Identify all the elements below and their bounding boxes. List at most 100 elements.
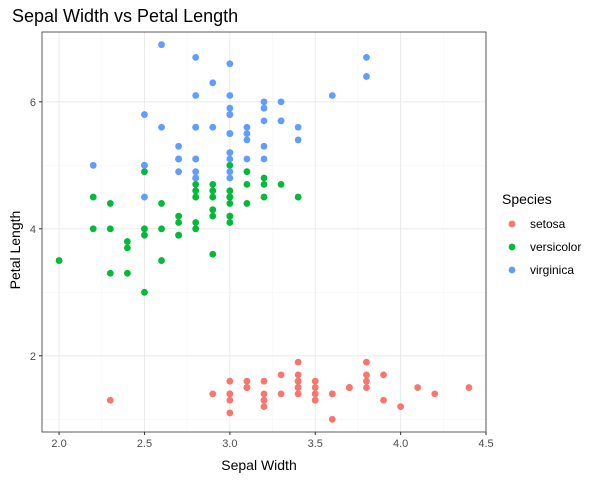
x-axis-label: Sepal Width: [221, 457, 296, 473]
point-versicolor: [226, 200, 234, 207]
point-setosa: [397, 403, 405, 411]
point-setosa: [311, 390, 319, 398]
point-versicolor: [158, 257, 165, 264]
y-tick-label: 4: [30, 224, 36, 236]
legend-key-versicolor: [508, 243, 516, 251]
point-virginica: [192, 123, 200, 131]
point-virginica: [192, 92, 200, 99]
point-virginica: [243, 130, 251, 137]
point-setosa: [260, 403, 268, 411]
point-virginica: [209, 123, 217, 131]
point-virginica: [226, 155, 234, 163]
points-layer: [55, 41, 473, 423]
point-versicolor: [243, 168, 251, 176]
point-setosa: [277, 371, 285, 379]
point-versicolor: [226, 193, 234, 201]
point-versicolor: [243, 200, 251, 207]
x-tick-label: 4.0: [393, 438, 408, 450]
point-setosa: [380, 371, 387, 379]
point-virginica: [243, 136, 251, 144]
legend-title: Species: [502, 191, 552, 207]
point-setosa: [106, 396, 114, 404]
point-virginica: [260, 104, 268, 112]
point-virginica: [192, 155, 200, 163]
point-setosa: [226, 396, 234, 404]
point-virginica: [260, 117, 268, 125]
point-virginica: [158, 123, 165, 131]
point-setosa: [226, 390, 234, 398]
point-setosa: [363, 377, 370, 385]
point-versicolor: [123, 244, 131, 252]
legend: Species setosa versicolor virginica: [502, 191, 581, 277]
point-setosa: [209, 390, 217, 398]
legend-items: setosa versicolor virginica: [508, 217, 581, 277]
point-versicolor: [226, 212, 234, 220]
y-tick-label: 2: [30, 351, 36, 363]
point-setosa: [363, 384, 370, 391]
point-setosa: [311, 396, 319, 404]
point-setosa: [260, 377, 268, 385]
point-versicolor: [192, 193, 200, 201]
point-setosa: [380, 396, 387, 404]
point-setosa: [363, 358, 370, 366]
point-virginica: [226, 92, 234, 99]
point-setosa: [260, 390, 268, 398]
point-versicolor: [175, 212, 183, 220]
legend-label-versicolor: versicolor: [530, 240, 581, 254]
point-virginica: [226, 111, 234, 118]
point-virginica: [363, 53, 370, 61]
point-virginica: [363, 73, 370, 80]
point-versicolor: [106, 225, 114, 233]
y-axis: 2 4 6: [30, 97, 42, 363]
point-versicolor: [209, 187, 217, 195]
point-setosa: [294, 358, 302, 366]
point-virginica: [243, 155, 251, 163]
point-versicolor: [226, 161, 234, 169]
point-setosa: [243, 384, 251, 391]
point-versicolor: [209, 180, 217, 188]
y-axis-label: Petal Length: [7, 211, 23, 290]
point-versicolor: [260, 174, 268, 182]
point-versicolor: [123, 269, 131, 277]
point-setosa: [465, 384, 473, 391]
point-versicolor: [226, 187, 234, 195]
point-virginica: [226, 149, 234, 157]
point-virginica: [192, 174, 200, 182]
point-versicolor: [209, 250, 217, 258]
point-versicolor: [209, 193, 217, 201]
point-versicolor: [106, 269, 114, 277]
point-versicolor: [243, 180, 251, 188]
point-virginica: [243, 123, 251, 131]
point-setosa: [294, 377, 302, 385]
point-setosa: [294, 390, 302, 398]
point-virginica: [277, 98, 285, 106]
y-tick-label: 6: [30, 97, 36, 109]
point-versicolor: [141, 231, 148, 239]
point-virginica: [294, 123, 302, 131]
grid: [42, 32, 487, 432]
legend-key-setosa: [508, 220, 516, 228]
point-versicolor: [158, 200, 165, 207]
point-virginica: [226, 130, 234, 137]
point-virginica: [192, 53, 200, 61]
point-versicolor: [192, 225, 200, 233]
point-virginica: [226, 174, 234, 182]
legend-label-virginica: virginica: [530, 263, 574, 277]
x-tick-label: 2.5: [137, 438, 152, 450]
point-versicolor: [106, 200, 114, 207]
legend-label-setosa: setosa: [530, 217, 566, 231]
point-versicolor: [209, 206, 217, 214]
point-versicolor: [260, 180, 268, 188]
point-virginica: [328, 92, 336, 99]
point-setosa: [414, 384, 422, 391]
point-virginica: [175, 155, 183, 163]
panel-border: [41, 31, 487, 433]
legend-key-virginica: [508, 266, 516, 274]
point-setosa: [226, 409, 234, 417]
x-tick-label: 4.5: [478, 438, 493, 450]
point-setosa: [311, 377, 319, 385]
point-virginica: [141, 111, 148, 118]
chart-title: Sepal Width vs Petal Length: [12, 6, 238, 26]
point-virginica: [226, 168, 234, 176]
point-setosa: [294, 384, 302, 391]
